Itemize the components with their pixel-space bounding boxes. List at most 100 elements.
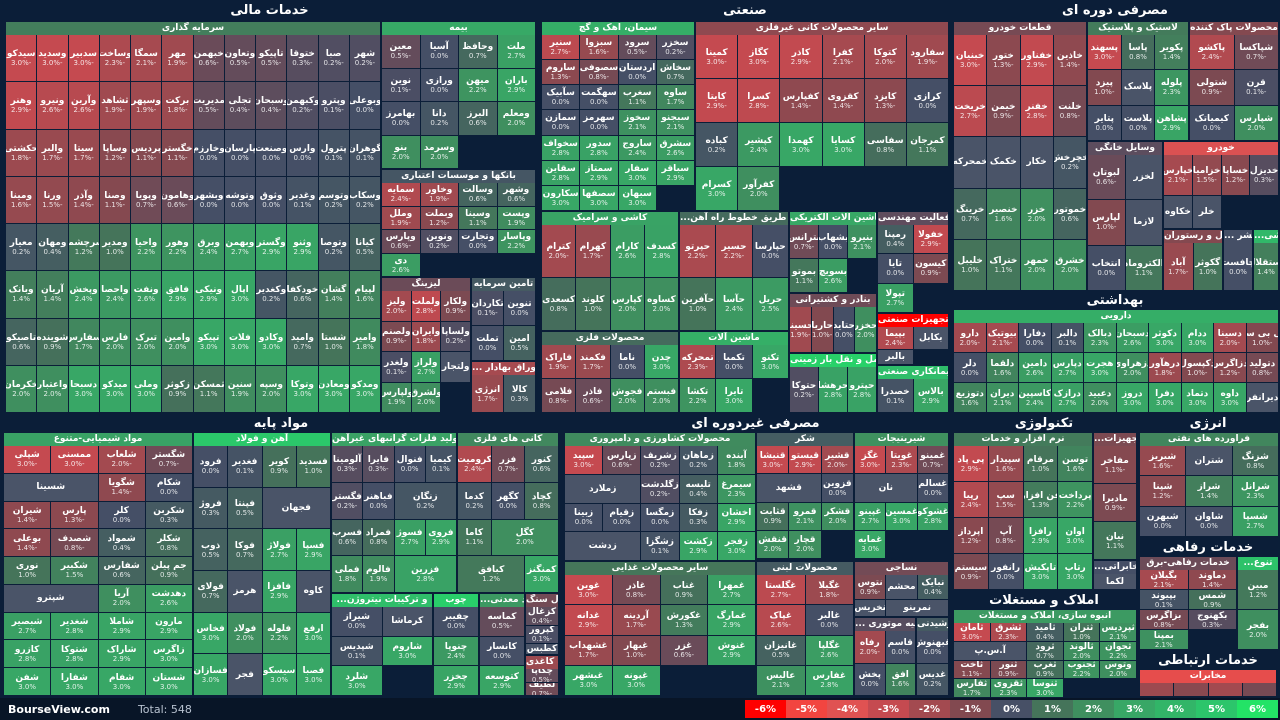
- stock-tile[interactable]: فمراد 0.8%: [363, 519, 394, 556]
- stock-tile[interactable]: سبزوا -1.6%: [580, 35, 618, 60]
- stock-tile[interactable]: کباده 0.2%: [696, 123, 738, 166]
- stock-tile[interactable]: کرماشا: [382, 607, 432, 636]
- stock-tile[interactable]: سقاین 2.8%: [542, 160, 580, 185]
- stock-tile[interactable]: زفجر 3.0%: [717, 532, 755, 560]
- stock-tile[interactable]: وصنعت 0.0%: [256, 129, 287, 176]
- stock-tile[interactable]: میدکو 3.0%: [99, 365, 130, 412]
- stock-tile[interactable]: فافق 2.9%: [162, 271, 193, 318]
- stock-tile[interactable]: سیستم -0.9%: [954, 554, 988, 589]
- industry-header[interactable]: سایر محصولات کانی غیرفلزی: [696, 22, 948, 35]
- stock-tile[interactable]: نتوس -0.9%: [855, 575, 886, 599]
- industry-header[interactable]: چوب: [434, 594, 478, 607]
- stock-tile[interactable]: شسپا 2.7%: [1232, 506, 1278, 536]
- stock-tile[interactable]: وسرمد 2.0%: [420, 135, 458, 168]
- stock-tile[interactable]: سهرمز 0.0%: [580, 110, 618, 135]
- stock-tile[interactable]: فایرا -0.3%: [363, 446, 394, 482]
- stock-tile[interactable]: فسرب 0.6%: [332, 519, 363, 556]
- stock-tile[interactable]: خلر: [1192, 196, 1221, 228]
- stock-tile[interactable]: قشیر -2.0%: [821, 446, 853, 474]
- stock-tile[interactable]: [1174, 683, 1208, 696]
- stock-tile[interactable]: ثشرق -2.3%: [990, 623, 1027, 641]
- stock-tile[interactable]: کاما 1.1%: [458, 519, 491, 556]
- stock-tile[interactable]: شکبیر 1.5%: [51, 557, 98, 584]
- stock-tile[interactable]: حآسا 2.4%: [716, 278, 752, 330]
- industry-header[interactable]: ماشین آلات: [680, 332, 788, 345]
- stock-tile[interactable]: کهرام -1.7%: [576, 225, 610, 277]
- stock-tile[interactable]: وخارزم 0.0%: [193, 129, 224, 176]
- stock-tile[interactable]: تپولا 2.7%: [878, 283, 913, 312]
- stock-tile[interactable]: کالا 0.3%: [504, 375, 535, 412]
- stock-tile[interactable]: شپاکسا -0.7%: [1234, 35, 1278, 70]
- stock-tile[interactable]: سغرب 1.1%: [618, 85, 656, 110]
- stock-tile[interactable]: تجلی -0.4%: [224, 82, 255, 129]
- stock-tile[interactable]: چفیبر 0.0%: [434, 607, 478, 636]
- stock-tile[interactable]: نوین -0.1%: [382, 68, 420, 101]
- industry-header[interactable]: انبوه سازی، املاک و مستغلات: [954, 610, 1136, 623]
- stock-tile[interactable]: سرود -0.5%: [618, 35, 656, 60]
- stock-tile[interactable]: شسینا: [4, 473, 98, 501]
- stock-tile[interactable]: بپیما -2.4%: [878, 327, 913, 349]
- industry-header[interactable]: ...و ترکیبات نیتروژن: [332, 594, 432, 607]
- industry-header[interactable]: کانی های فلزی: [458, 433, 558, 446]
- stock-tile[interactable]: کاذر -2.9%: [780, 35, 822, 78]
- stock-tile[interactable]: سباقر 2.9%: [656, 160, 694, 185]
- stock-tile[interactable]: سآبیک 0.0%: [542, 85, 580, 110]
- stock-tile[interactable]: ددام 3.0%: [1181, 323, 1213, 352]
- stock-tile[interactable]: سدبیر -3.0%: [68, 35, 99, 82]
- stock-tile[interactable]: ولساپا -0.2%: [441, 321, 470, 351]
- stock-tile[interactable]: شاروم 3.0%: [382, 636, 432, 666]
- industry-header[interactable]: بانکها و موسسات اعتباری: [382, 170, 535, 183]
- stock-tile[interactable]: خصدرا 0.1%: [878, 379, 913, 412]
- industry-header[interactable]: سایر محصولات غذایی: [565, 562, 755, 575]
- stock-tile[interactable]: حسینا-1.9%: [790, 307, 811, 352]
- stock-tile[interactable]: وهنر -2.9%: [6, 82, 37, 129]
- industry-header[interactable]: ...از طریق خطوط راه آهن: [680, 212, 788, 225]
- stock-tile[interactable]: خموتور 0.6%: [1053, 188, 1086, 239]
- stock-tile[interactable]: حپرتو -2.2%: [680, 225, 716, 277]
- stock-tile[interactable]: فپنتا 0.5%: [228, 487, 262, 529]
- brand-logo[interactable]: BourseView.com: [8, 702, 110, 716]
- stock-tile[interactable]: تاپیکو -0.5%: [256, 35, 287, 82]
- stock-tile[interactable]: رتاپ 3.0%: [1058, 554, 1092, 589]
- stock-tile[interactable]: ونفت 2.6%: [131, 271, 162, 318]
- stock-tile[interactable]: کسایا 3.0%: [822, 123, 864, 166]
- stock-tile[interactable]: وپترو -0.1%: [318, 82, 349, 129]
- stock-tile[interactable]: وهور 2.2%: [162, 224, 193, 271]
- stock-tile[interactable]: خیمن -0.9%: [987, 86, 1020, 137]
- stock-tile[interactable]: ونوین -0.2%: [420, 230, 458, 253]
- stock-tile[interactable]: خکاوه: [1164, 196, 1192, 228]
- stock-tile[interactable]: سدور 2.8%: [580, 135, 618, 160]
- stock-tile[interactable]: پاکشو -2.4%: [1190, 35, 1234, 70]
- stock-tile[interactable]: غنوش 2.9%: [708, 635, 755, 665]
- stock-tile[interactable]: نان: [855, 474, 917, 502]
- stock-tile[interactable]: دزاگرس-1.2%: [1214, 353, 1246, 382]
- stock-tile[interactable]: وپارس -0.6%: [382, 230, 420, 253]
- stock-tile[interactable]: پکویر 1.4%: [1155, 35, 1188, 70]
- stock-tile[interactable]: فنوال 0.0%: [394, 446, 425, 482]
- stock-tile[interactable]: غبهنوش0.0%: [917, 631, 948, 663]
- industry-header[interactable]: محصولات کشاورزی و دامپروری: [565, 433, 755, 446]
- stock-tile[interactable]: پسهند -3.0%: [1088, 35, 1121, 70]
- stock-tile[interactable]: وارس 0.0%: [287, 129, 318, 176]
- stock-tile[interactable]: وسالت 0.6%: [459, 183, 497, 206]
- stock-tile[interactable]: مفاخر -1.1%: [1094, 446, 1136, 483]
- stock-tile[interactable]: خفنر -2.8%: [1020, 86, 1053, 137]
- stock-tile[interactable]: شیران -1.4%: [4, 501, 51, 529]
- stock-tile[interactable]: فولاد 2.0%: [228, 612, 262, 654]
- industry-header[interactable]: آهن و فولاد: [194, 433, 330, 446]
- stock-tile[interactable]: ذوب 0.5%: [194, 529, 228, 570]
- stock-tile[interactable]: وکادو 3.0%: [256, 318, 287, 365]
- stock-tile[interactable]: توسن 1.6%: [1058, 446, 1092, 481]
- stock-tile[interactable]: شمس 0.9%: [1188, 590, 1236, 609]
- stock-tile[interactable]: قشکر 2.0%: [821, 502, 853, 530]
- stock-tile[interactable]: زملارد: [565, 474, 641, 503]
- stock-tile[interactable]: فولای 0.7%: [194, 570, 228, 612]
- stock-tile[interactable]: سخواف 2.8%: [542, 135, 580, 160]
- stock-tile[interactable]: وسدید -3.0%: [37, 35, 68, 82]
- stock-tile[interactable]: گشان 1.4%: [318, 271, 349, 318]
- stock-tile[interactable]: شکام 0.0%: [145, 473, 192, 501]
- stock-tile[interactable]: کقزوی -1.4%: [822, 79, 864, 122]
- stock-tile[interactable]: غانیزان 0.5%: [757, 635, 805, 665]
- stock-tile[interactable]: خساپا -1.2%: [1221, 155, 1250, 195]
- stock-tile[interactable]: وپخش 2.4%: [68, 271, 99, 318]
